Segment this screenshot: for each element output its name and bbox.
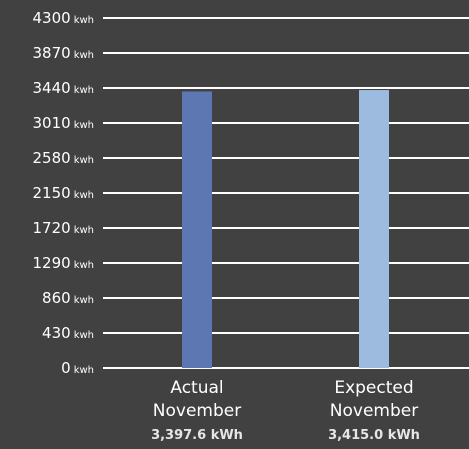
y-tick-label-3010: 3010 kwh <box>33 114 95 132</box>
y-tick-unit: kwh <box>74 190 94 201</box>
category-label-expected-line1: Expected <box>334 378 413 398</box>
y-tick-unit: kwh <box>74 365 94 376</box>
y-tick-value: 1720 <box>33 219 71 237</box>
gridlines <box>103 18 469 368</box>
y-tick-value: 0 <box>61 359 71 377</box>
category-label-actual-line1: Actual <box>170 378 223 398</box>
category-label-expected-line2: November <box>330 401 418 421</box>
y-tick-value: 1290 <box>33 254 71 272</box>
y-tick-unit: kwh <box>74 155 94 166</box>
bar-expected-november <box>359 90 389 368</box>
bar-actual-november <box>182 91 212 368</box>
y-tick-unit: kwh <box>74 85 94 96</box>
y-tick-unit: kwh <box>74 120 94 131</box>
y-tick-value: 3010 <box>33 114 71 132</box>
y-tick-unit: kwh <box>74 330 94 341</box>
y-tick-label-3440: 3440 kwh <box>33 79 95 97</box>
value-label-actual: 3,397.6 kWh <box>151 428 243 443</box>
y-tick-unit: kwh <box>74 50 94 61</box>
y-tick-label-0: 0 kwh <box>61 359 94 377</box>
y-tick-value: 4300 <box>33 9 71 27</box>
y-tick-value: 2150 <box>33 184 71 202</box>
y-tick-label-2150: 2150 kwh <box>33 184 95 202</box>
y-tick-label-3870: 3870 kwh <box>33 44 95 62</box>
y-tick-unit: kwh <box>74 225 94 236</box>
y-tick-value: 860 <box>42 289 71 307</box>
value-label-expected: 3,415.0 kWh <box>328 428 420 443</box>
y-tick-value: 3870 <box>33 44 71 62</box>
y-tick-unit: kwh <box>74 15 94 26</box>
y-tick-label-1720: 1720 kwh <box>33 219 95 237</box>
y-tick-value: 430 <box>42 324 71 342</box>
category-label-actual-line2: November <box>153 401 241 421</box>
y-tick-value: 2580 <box>33 149 71 167</box>
y-tick-label-430: 430 kwh <box>42 324 94 342</box>
y-tick-unit: kwh <box>74 260 94 271</box>
y-tick-label-1290: 1290 kwh <box>33 254 95 272</box>
bars <box>182 90 389 368</box>
category-labels: Actual November 3,397.6 kWh Expected Novembe… <box>151 378 420 443</box>
y-tick-label-4300: 4300 kwh <box>33 9 95 27</box>
y-tick-label-2580: 2580 kwh <box>33 149 95 167</box>
y-tick-label-860: 860 kwh <box>42 289 94 307</box>
y-tick-value: 3440 <box>33 79 71 97</box>
y-tick-unit: kwh <box>74 295 94 306</box>
